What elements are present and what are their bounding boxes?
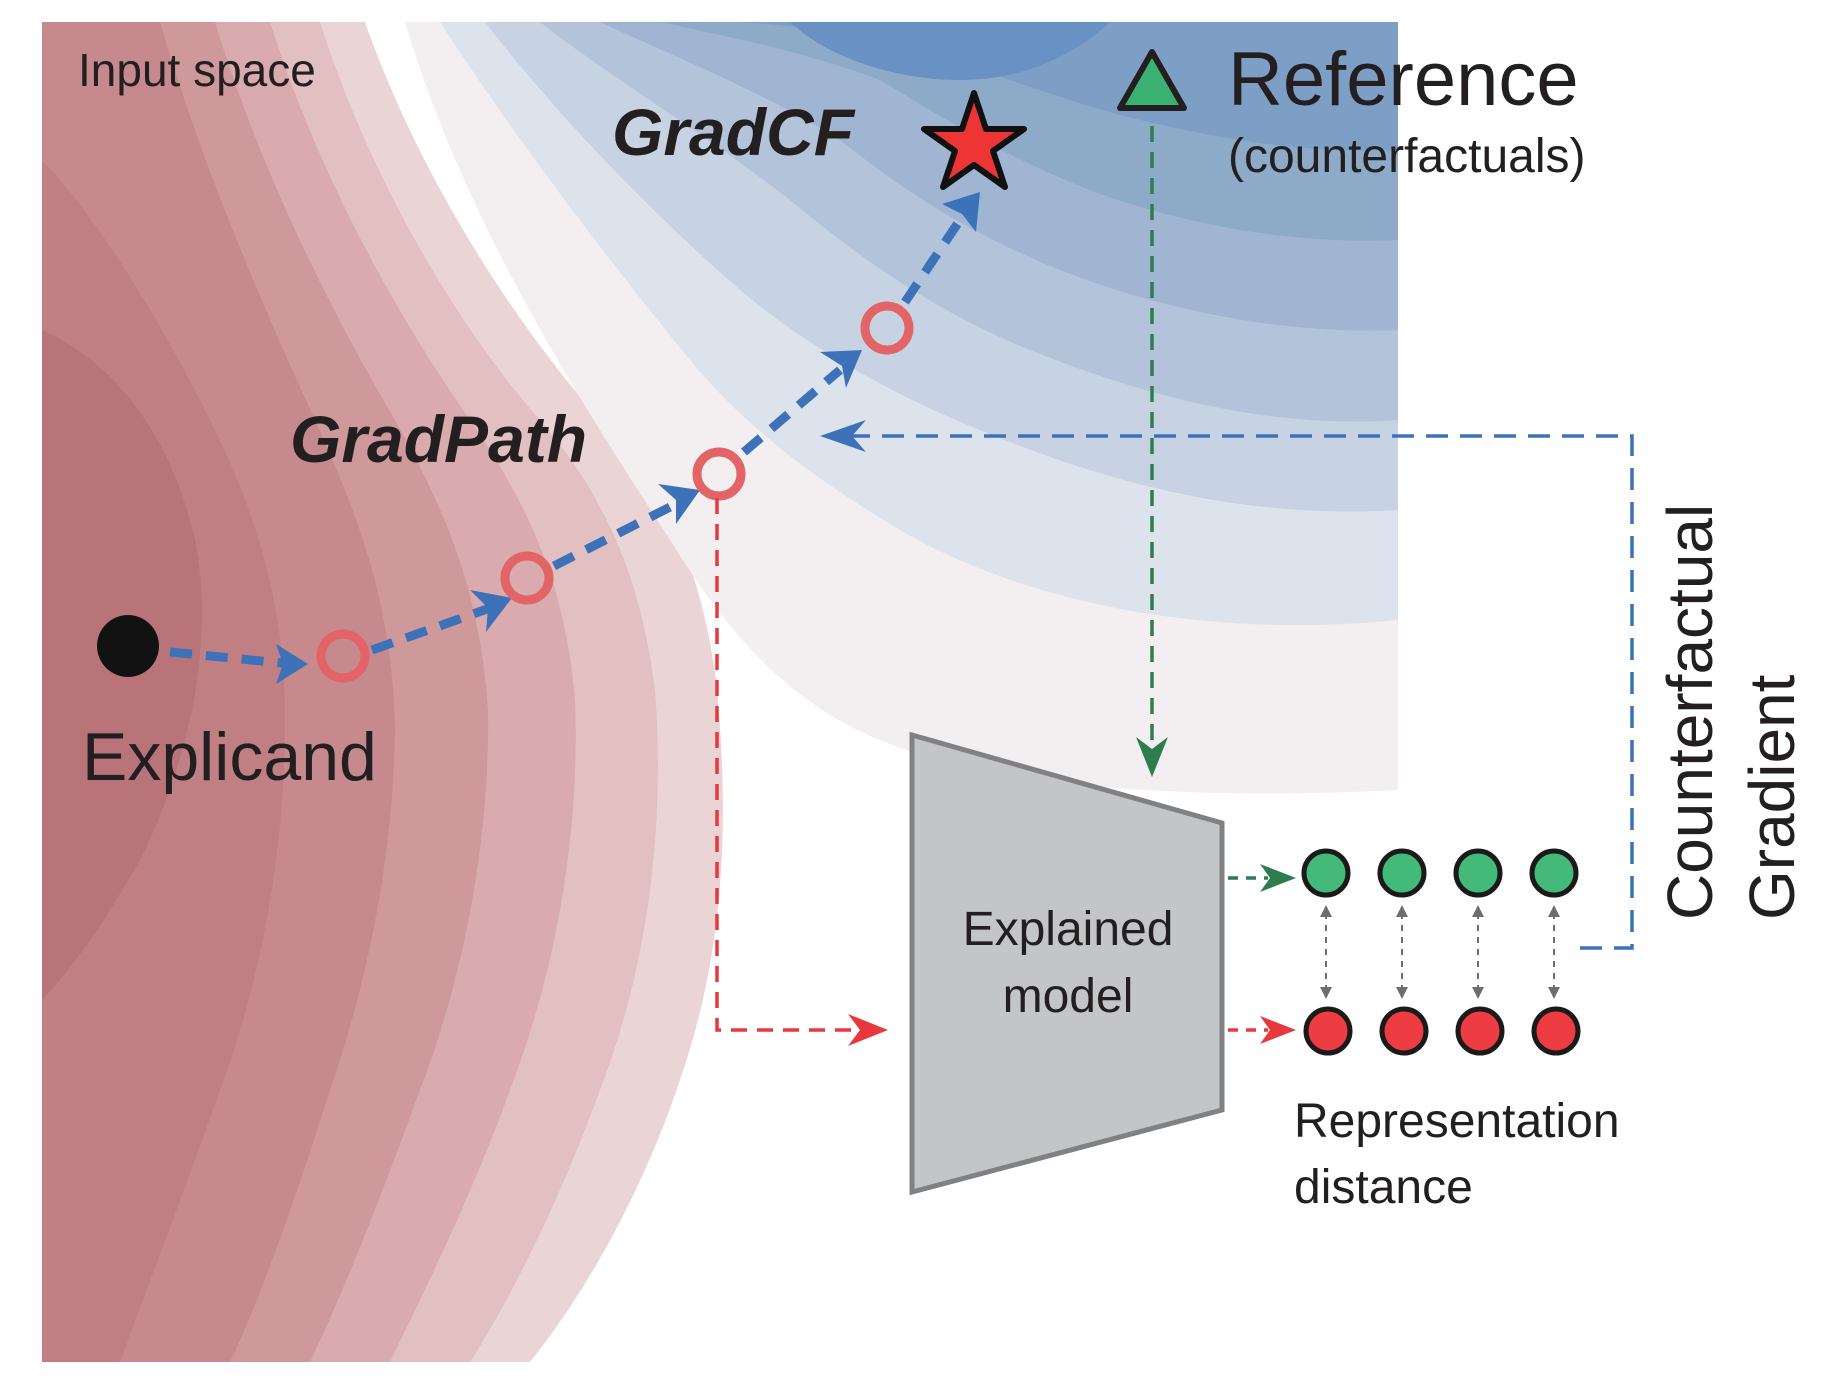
model-label-line1: Explained bbox=[963, 903, 1174, 956]
path-segment-5 bbox=[901, 217, 964, 305]
representation-label-line1: Representation bbox=[1294, 1095, 1620, 1148]
path-chevron-1 bbox=[276, 644, 308, 684]
explicand-representation-unit bbox=[1379, 1006, 1429, 1056]
reference-representation-unit bbox=[1377, 848, 1427, 898]
representation-label-line2: distance bbox=[1294, 1161, 1473, 1214]
reference-sub-label: (counterfactuals) bbox=[1228, 130, 1586, 183]
path-ring-4 bbox=[860, 301, 914, 355]
path-to-model-arrow bbox=[715, 498, 888, 1046]
representation-units bbox=[1301, 848, 1581, 1056]
explicand-label: Explicand bbox=[82, 719, 377, 795]
reference-label: Reference bbox=[1228, 37, 1579, 122]
explained-model-box bbox=[909, 731, 1225, 1196]
text-labels: Input space GradCF Reference (counterfac… bbox=[78, 37, 1808, 1214]
explicand-point bbox=[97, 615, 159, 677]
input-space-label: Input space bbox=[78, 44, 316, 96]
path-chevron-4 bbox=[820, 350, 862, 388]
path-chevron-2 bbox=[470, 590, 512, 632]
gradpath-label: GradPath bbox=[290, 402, 587, 476]
connector-arrowhead-down bbox=[1548, 987, 1560, 999]
connector-arrowhead-up bbox=[1320, 905, 1332, 917]
path-segment-4 bbox=[741, 366, 843, 456]
connector-arrowhead-up bbox=[1548, 905, 1560, 917]
gradcf-star-icon bbox=[921, 90, 1027, 190]
connector-arrowhead-up bbox=[1396, 905, 1408, 917]
gradcf-label: GradCF bbox=[612, 95, 856, 169]
reference-to-model-arrow bbox=[1136, 126, 1168, 777]
path-ring-2 bbox=[500, 551, 554, 605]
path-ring-1 bbox=[316, 629, 370, 683]
reference-representation-unit bbox=[1301, 848, 1351, 898]
reference-representation-unit bbox=[1453, 848, 1503, 898]
path-segment-1 bbox=[169, 647, 293, 669]
connector-arrowhead-down bbox=[1396, 987, 1408, 999]
connector-arrowhead-down bbox=[1472, 987, 1484, 999]
gradpath-trajectory bbox=[97, 90, 1027, 684]
gradient-label-line2: Gradient bbox=[1736, 674, 1808, 920]
model-output-arrows bbox=[1228, 864, 1296, 1044]
connector-arrowhead-up bbox=[1472, 905, 1484, 917]
path-segment-3 bbox=[551, 499, 679, 571]
path-segment-2 bbox=[370, 603, 492, 655]
explicand-representation-unit bbox=[1303, 1006, 1353, 1056]
gradient-label-line1: Counterfactual bbox=[1654, 504, 1726, 920]
explicand-representation-unit bbox=[1455, 1006, 1505, 1056]
model-label-line2: model bbox=[1003, 970, 1134, 1023]
explicand-region-contours bbox=[42, 22, 723, 1362]
counterfactual-gradient-arrow bbox=[820, 420, 1634, 950]
reference-triangle-icon bbox=[1117, 49, 1187, 111]
path-chevron-5 bbox=[942, 192, 980, 232]
path-chevron-3 bbox=[658, 484, 700, 524]
path-ring-3 bbox=[692, 447, 746, 501]
connector-arrowhead-down bbox=[1320, 987, 1332, 999]
reference-representation-unit bbox=[1529, 848, 1579, 898]
explicand-representation-unit bbox=[1531, 1006, 1581, 1056]
